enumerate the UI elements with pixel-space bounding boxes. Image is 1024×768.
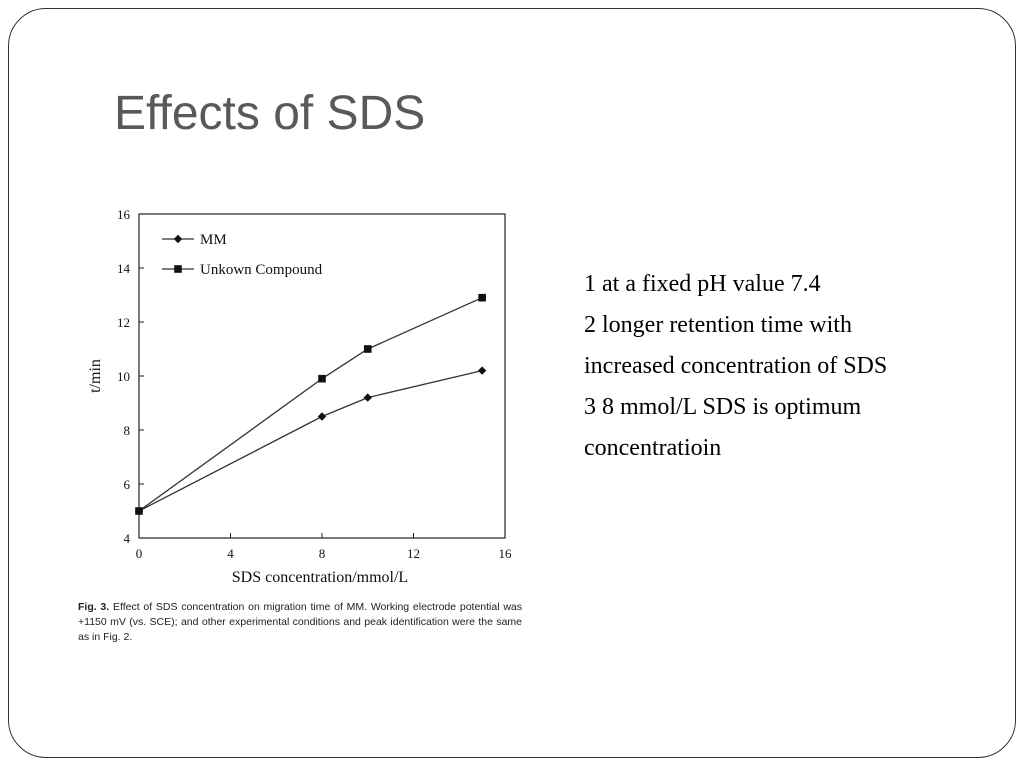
legend-label: Unkown Compound xyxy=(200,262,323,278)
figure-caption: Fig. 3. Effect of SDS concentration on m… xyxy=(78,600,522,645)
data-point xyxy=(363,393,372,402)
series-line-diamond xyxy=(138,369,483,512)
y-tick-label: 4 xyxy=(124,531,131,546)
data-point xyxy=(135,507,143,515)
x-tick-label: 12 xyxy=(407,546,420,561)
legend: MM Unkown Compound xyxy=(162,232,323,278)
y-tick-label: 14 xyxy=(117,261,131,276)
legend-marker xyxy=(173,234,183,244)
data-point xyxy=(363,345,372,353)
data-point xyxy=(478,293,486,302)
data-point xyxy=(317,412,327,421)
x-axis-label: SDS concentration/mmol/L xyxy=(232,569,408,586)
caption-label: Fig. 3. xyxy=(78,601,110,613)
bullet-item: 3 8 mmol/L SDS is optimum concentratioin xyxy=(584,394,862,461)
legend-label: MM xyxy=(200,232,227,248)
series-layer xyxy=(134,293,487,516)
x-tick-label: 8 xyxy=(319,546,326,561)
y-axis-label: t/min xyxy=(87,359,104,393)
slide-title: Effects of SDS xyxy=(114,87,426,140)
y-tick-label: 6 xyxy=(124,477,131,492)
y-tick-label: 16 xyxy=(117,207,131,222)
caption-text: Effect of SDS concentration on migration… xyxy=(78,601,523,643)
x-tick-label: 16 xyxy=(499,546,513,561)
y-tick-label: 8 xyxy=(124,423,131,438)
bullet-item: 2 longer retention time with increased c… xyxy=(584,312,888,379)
slide-frame xyxy=(8,8,1016,758)
bullet-item: 1 at a fixed pH value 7.4 xyxy=(584,271,821,297)
data-point xyxy=(477,366,487,375)
y-tick-label: 12 xyxy=(117,315,130,330)
bullet-list: 1 at a fixed pH value 7.4 2 longer reten… xyxy=(584,264,914,469)
series-line-square xyxy=(138,297,483,512)
legend-marker xyxy=(174,265,182,273)
y-tick-label: 10 xyxy=(117,369,130,384)
x-tick-label: 0 xyxy=(136,546,143,561)
data-point xyxy=(318,374,326,383)
x-tick-label: 4 xyxy=(227,546,234,561)
